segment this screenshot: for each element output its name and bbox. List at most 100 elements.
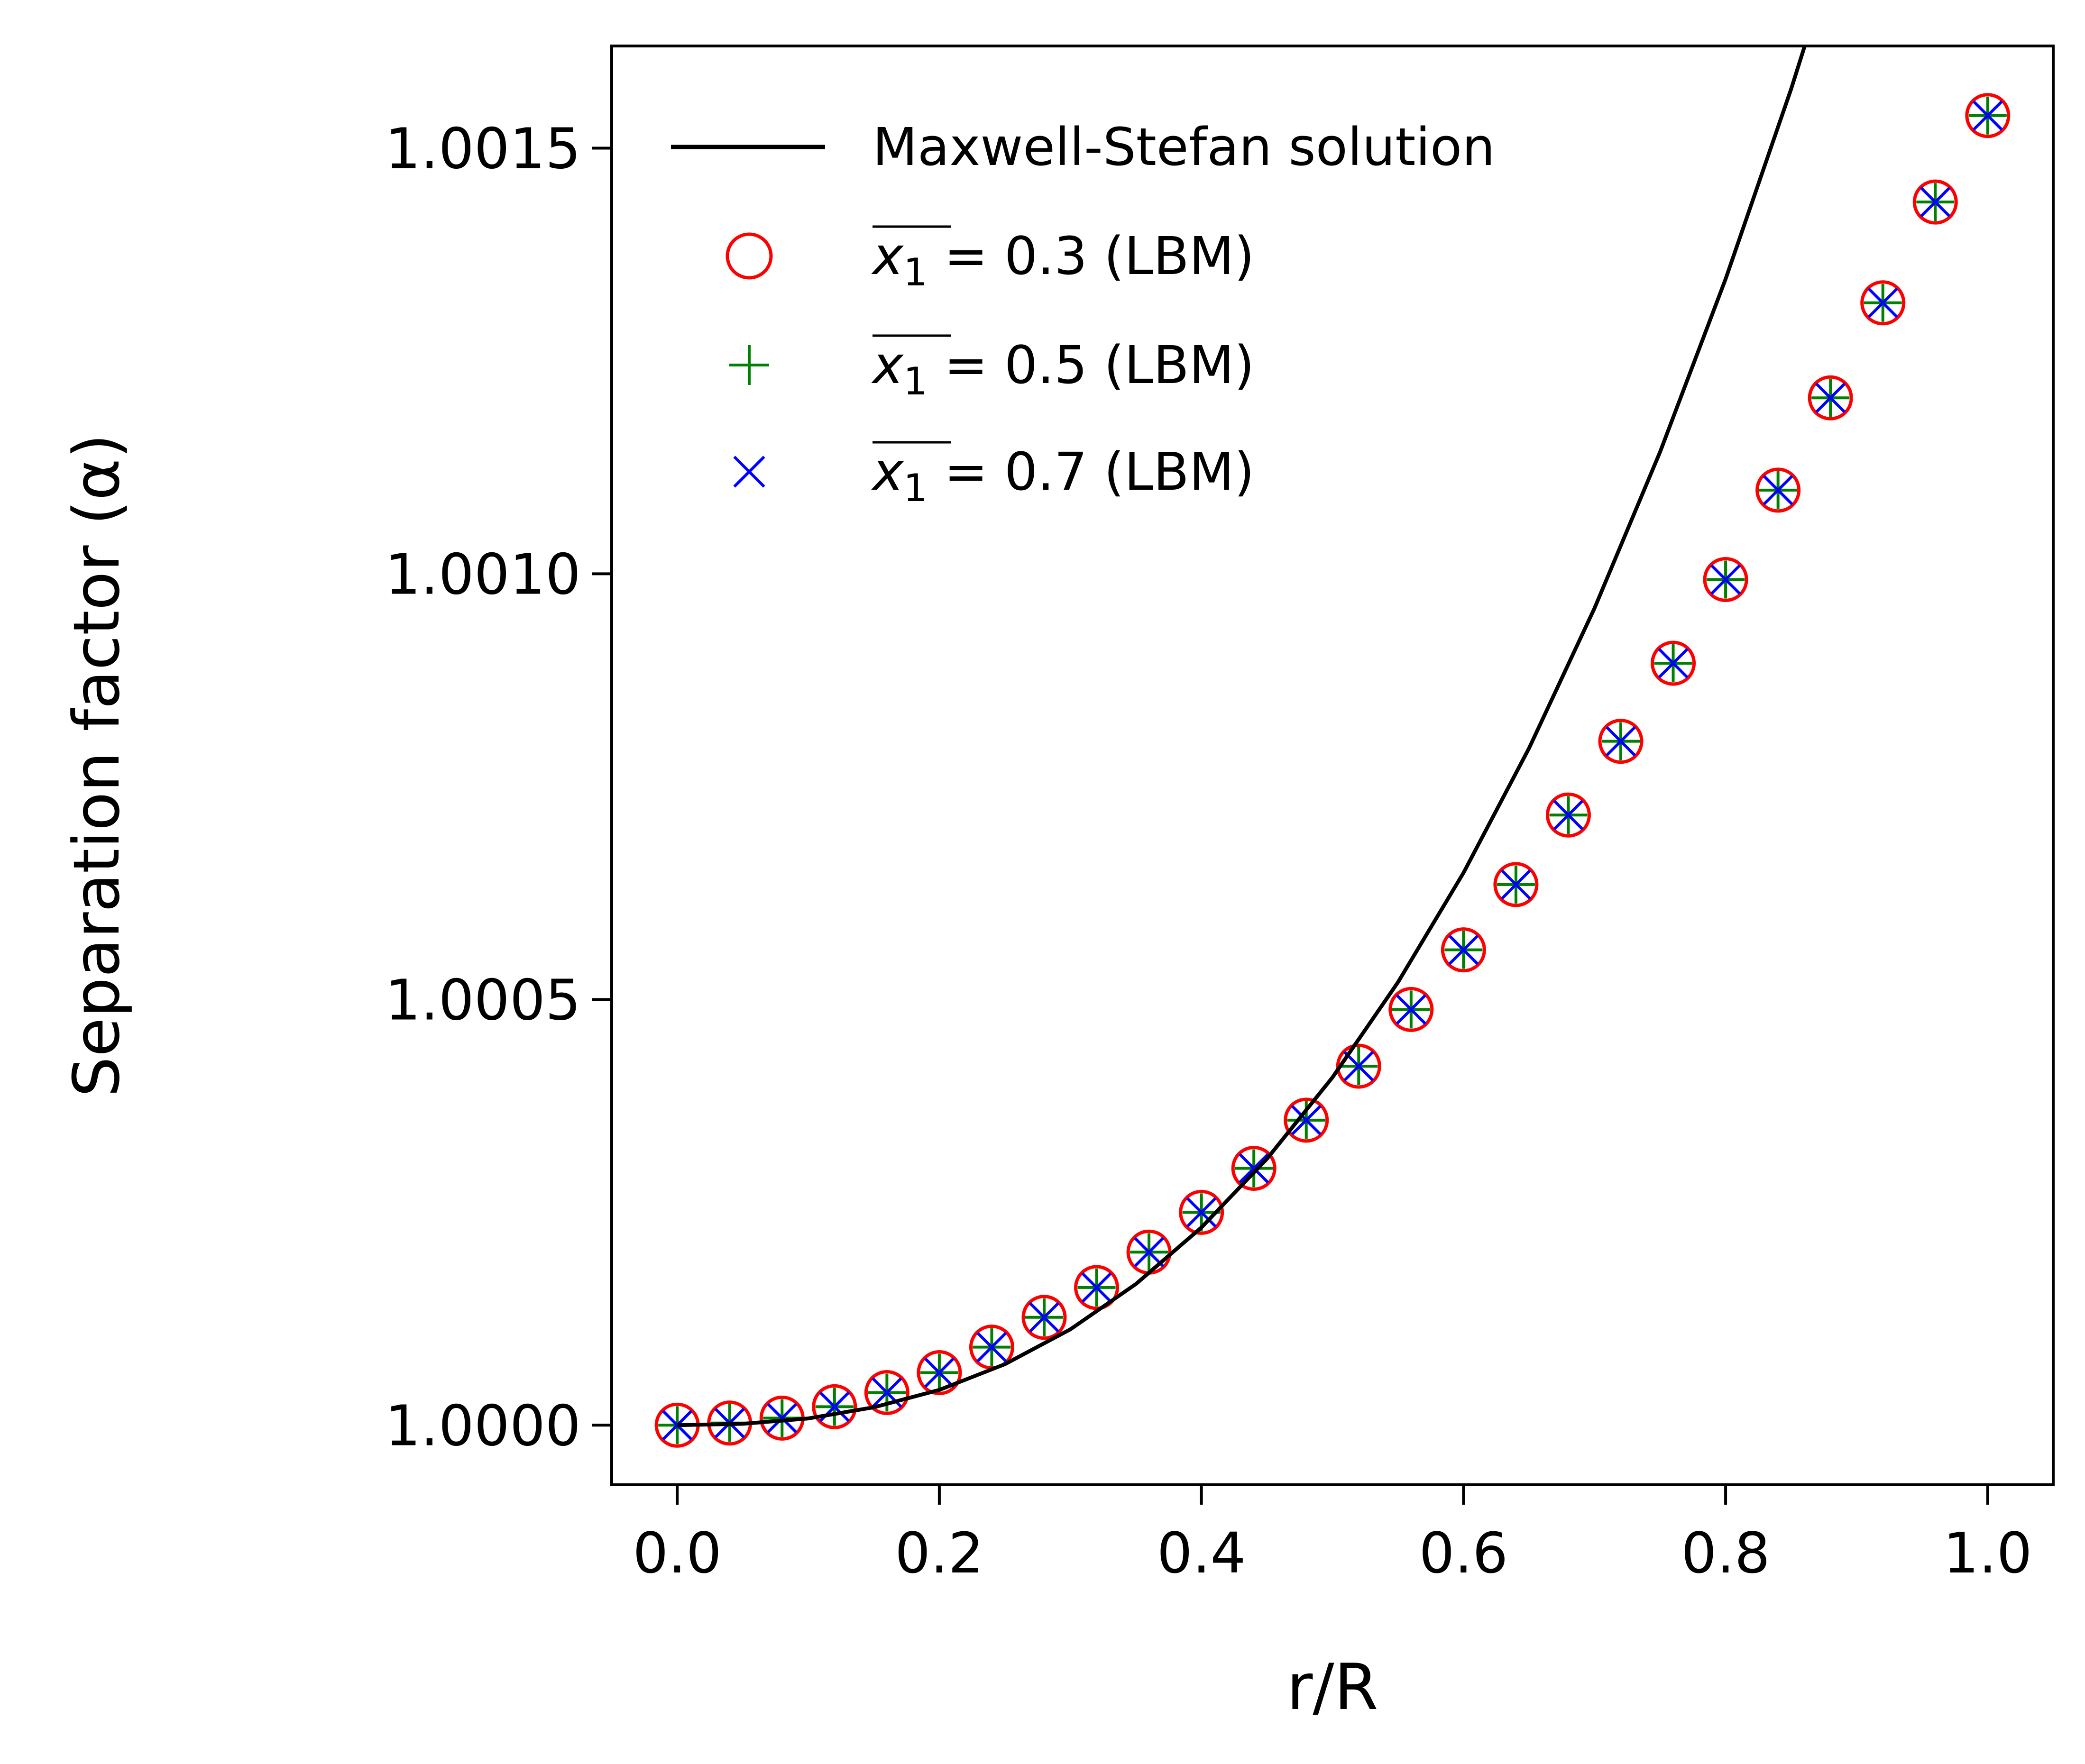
data-point-x (767, 1403, 798, 1434)
data-point-x-b (1500, 869, 1532, 900)
data-point-x-b (1343, 1051, 1374, 1082)
data-point-circle (1755, 467, 1801, 513)
data-point-x-b (1239, 1153, 1269, 1184)
data-point-circle (1179, 1189, 1224, 1235)
data-point-x-b (1553, 800, 1584, 831)
data-point-x (1186, 1197, 1217, 1228)
data-point-x-b (1291, 1105, 1322, 1135)
data-point-x-b (1448, 934, 1479, 965)
legend-marker-x (733, 456, 765, 488)
y-tick-label: 1.0015 (385, 116, 581, 182)
data-point-x-b (976, 1332, 1007, 1362)
y-tick-label: 1.0005 (385, 967, 581, 1033)
data-point-circle (1912, 179, 1958, 225)
legend-value: = 0.3 (LBM) (928, 226, 1255, 286)
data-point-x-b (1186, 1197, 1217, 1228)
data-point-x-b (1867, 287, 1898, 318)
data-point-x-b (1972, 100, 2003, 131)
legend-subscript: 1 (903, 359, 928, 403)
legend-entry: x1 = 0.3 (LBM) (726, 225, 1255, 294)
data-point-circle (1441, 927, 1486, 973)
data-point-circle (1965, 93, 2011, 138)
data-point-circle (1651, 640, 1696, 686)
data-point-x (1291, 1105, 1322, 1135)
data-point-circle (1545, 792, 1591, 838)
data-point-x (1239, 1153, 1269, 1184)
data-point-x (662, 1410, 693, 1441)
legend-var: x (871, 335, 904, 395)
legend-var: x (871, 226, 904, 286)
data-point-circle (1021, 1295, 1067, 1340)
legend-entry: x1 = 0.7 (LBM) (733, 441, 1255, 510)
marks-layer (654, 46, 2011, 1448)
data-point-circle (1860, 280, 1906, 326)
legend-marker-x-b (733, 456, 765, 488)
x-axis: 0.0 0.2 0.4 0.6 0.8 1.0 (633, 1485, 2032, 1586)
data-point-x-b (1396, 994, 1426, 1025)
data-point-x-b (1763, 475, 1793, 506)
legend-entry: Maxwell-Stefan solution (671, 117, 1495, 177)
x-tick-label: 0.4 (1157, 1520, 1246, 1586)
legend-marker-circle (726, 232, 773, 280)
data-point-x (1396, 994, 1426, 1025)
data-point-x-b (1710, 564, 1741, 595)
legend-entry: x1 = 0.5 (LBM) (729, 334, 1255, 403)
data-point-circle (1284, 1097, 1329, 1143)
x-axis-label: r/R (1286, 1650, 1378, 1724)
data-point-x (1553, 800, 1584, 831)
legend-label: x1 = 0.7 (LBM) (871, 441, 1255, 510)
legend-value: = 0.5 (LBM) (928, 335, 1255, 395)
x-tick-label: 0.2 (895, 1520, 984, 1586)
data-point-x-b (924, 1357, 955, 1388)
data-point-circle (1598, 719, 1644, 764)
data-point-x-b (1133, 1237, 1165, 1268)
series-line-maxwell-stefan (677, 46, 1807, 1427)
x-tick-label: 0.6 (1419, 1520, 1508, 1586)
data-point-x-b (1815, 383, 1846, 413)
data-point-x (1605, 726, 1636, 757)
data-point-x-b (1605, 726, 1636, 757)
data-point-x (1343, 1051, 1374, 1082)
x-tick-label: 1.0 (1943, 1520, 2032, 1586)
legend-label: x1 = 0.5 (LBM) (871, 335, 1255, 403)
legend-subscript: 1 (903, 466, 928, 510)
y-tick-label: 1.0010 (385, 541, 581, 607)
data-point-x (924, 1357, 955, 1388)
x-tick-label: 0.0 (633, 1520, 722, 1586)
data-point-x (1867, 287, 1898, 318)
legend-subscript: 1 (903, 250, 928, 294)
plot-area (654, 46, 2011, 1448)
data-point-circle (1703, 557, 1748, 602)
data-point-circle (917, 1350, 962, 1395)
data-point-circle (1074, 1265, 1120, 1310)
legend-label: Maxwell-Stefan solution (873, 117, 1495, 177)
x-tick-label: 0.8 (1681, 1520, 1770, 1586)
data-point-circle (1808, 375, 1853, 420)
y-axis: 1.0000 1.0005 1.0010 1.0015 (385, 116, 612, 1458)
data-point-x (1448, 934, 1479, 965)
legend-marker-plus (729, 345, 769, 385)
data-point-x-b (1658, 648, 1689, 679)
legend-label: x1 = 0.3 (LBM) (871, 226, 1255, 294)
plot-frame (610, 45, 2055, 1486)
data-point-x (1815, 383, 1846, 413)
series-plus (658, 96, 2007, 1444)
data-point-x-b (872, 1377, 902, 1408)
data-point-x (1133, 1237, 1165, 1268)
data-point-circle (1388, 987, 1434, 1032)
legend-value: = 0.7 (LBM) (928, 441, 1255, 502)
data-point-x (1920, 187, 1951, 218)
y-axis-label: Separation factor (α) (60, 434, 134, 1097)
data-point-circle (1493, 862, 1539, 907)
data-point-x (1710, 564, 1741, 595)
data-point-x (1658, 648, 1689, 679)
series-x (662, 100, 2003, 1441)
data-point-x-b (1920, 187, 1951, 218)
data-point-circle (1231, 1145, 1277, 1191)
data-point-x (1972, 100, 2003, 131)
series-circle (654, 93, 2011, 1448)
legend-var: x (871, 441, 904, 502)
data-point-circle (864, 1370, 909, 1416)
data-point-x-b (662, 1410, 693, 1441)
